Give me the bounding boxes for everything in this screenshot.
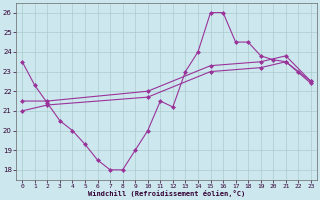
X-axis label: Windchill (Refroidissement éolien,°C): Windchill (Refroidissement éolien,°C) (88, 190, 245, 197)
